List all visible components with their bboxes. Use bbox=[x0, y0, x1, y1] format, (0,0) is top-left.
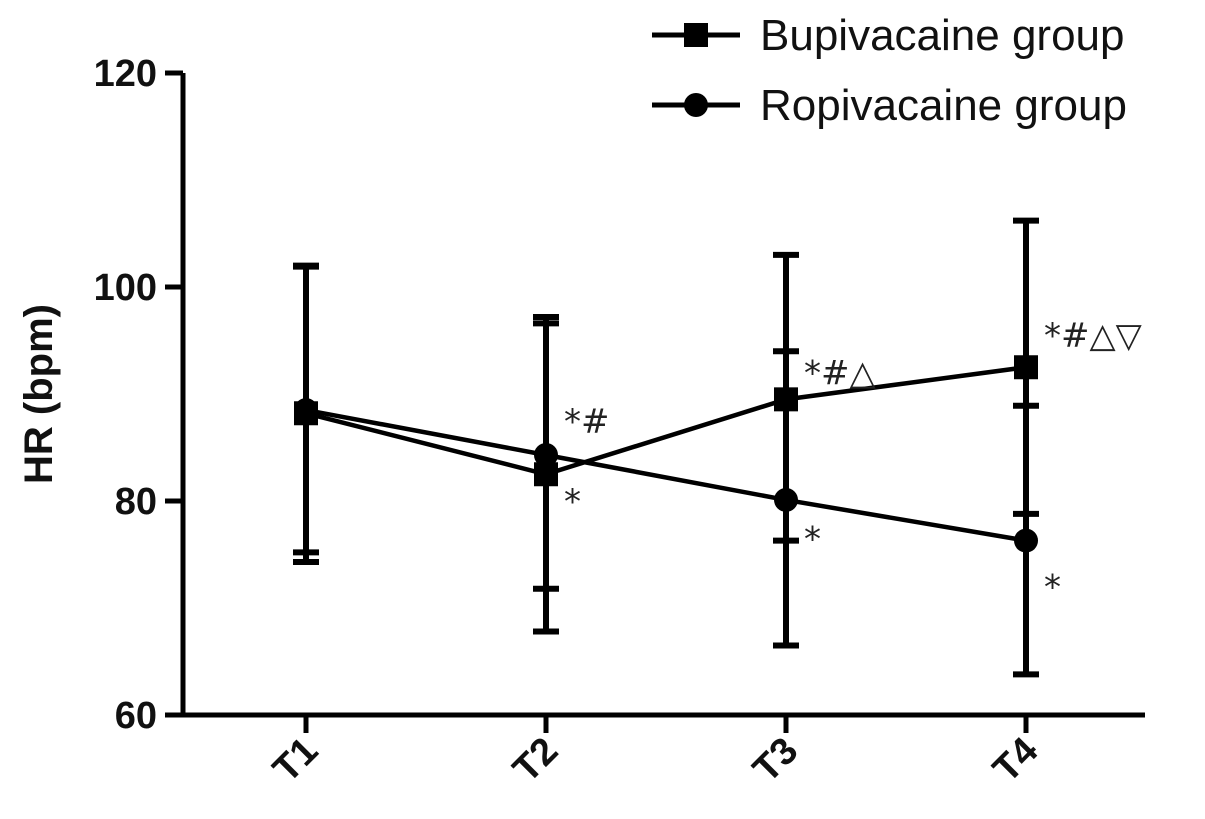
series-layer bbox=[293, 217, 1039, 678]
legend-label: Bupivacaine group bbox=[760, 11, 1124, 60]
legend: Bupivacaine group Ropivacaine group bbox=[652, 11, 1127, 130]
significance-annotation: * bbox=[564, 482, 581, 522]
x-tick-label: T2 bbox=[505, 730, 566, 791]
data-point-square bbox=[1014, 355, 1038, 380]
significance-annotation: *#△▽ bbox=[1044, 316, 1143, 356]
y-tick-label: 100 bbox=[94, 267, 157, 309]
significance-annotation: *#△ bbox=[804, 354, 876, 394]
series-line bbox=[305, 365, 1027, 477]
legend-label: Ropivacaine group bbox=[760, 81, 1127, 130]
significance-annotation: * bbox=[1044, 568, 1061, 608]
x-tick-label: T4 bbox=[985, 730, 1046, 791]
y-tick-label: 120 bbox=[94, 53, 157, 95]
series-line bbox=[305, 407, 1027, 543]
y-tick-label: 80 bbox=[115, 481, 157, 523]
x-tick-label: T1 bbox=[265, 730, 326, 791]
data-point-circle bbox=[534, 442, 558, 467]
legend-item: Ropivacaine group bbox=[652, 81, 1127, 130]
y-axis-title: HR (bpm) bbox=[17, 304, 61, 484]
legend-item: Bupivacaine group bbox=[652, 11, 1124, 60]
legend-marker-square bbox=[684, 23, 708, 47]
data-point-circle bbox=[1014, 528, 1038, 553]
legend-marker-circle bbox=[684, 93, 708, 117]
data-point-circle bbox=[774, 487, 798, 512]
annotations: *# * *#△ * *#△▽ * bbox=[564, 316, 1143, 607]
y-tick-label: 60 bbox=[115, 695, 157, 737]
significance-annotation: * bbox=[804, 519, 821, 559]
data-point-circle bbox=[294, 398, 318, 423]
series-ropivacaine bbox=[293, 263, 1039, 678]
significance-annotation: *# bbox=[564, 402, 610, 442]
series-bupivacaine bbox=[293, 217, 1039, 635]
x-tick-label: T3 bbox=[745, 730, 806, 791]
